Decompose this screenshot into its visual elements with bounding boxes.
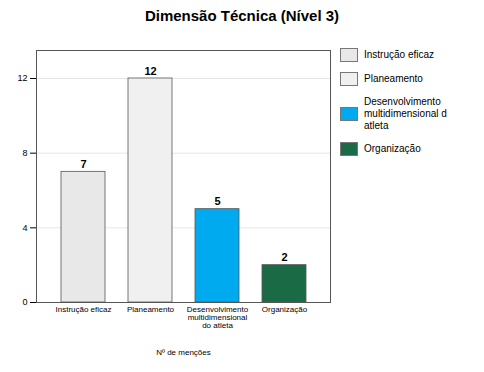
html-text:Dimensão Técnica (Nível 3): Dimensão Técnica (Nível 3) <box>144 7 340 24</box>
svg-text:8: 8 <box>22 148 27 158</box>
html-text:Planeamento: Planeamento <box>364 73 423 84</box>
svg-text:2: 2 <box>281 251 287 263</box>
svg-text:4: 4 <box>22 223 27 233</box>
svg-text:12: 12 <box>144 65 156 77</box>
svg-text:Desenvolvimentomultidimensiona: Desenvolvimentomultidimensionaldo atleta <box>187 305 249 330</box>
svg-text:Planeamento: Planeamento <box>127 305 175 314</box>
svg-text:Instrução eficaz: Instrução eficaz <box>55 305 111 314</box>
svg-text:5: 5 <box>214 195 220 207</box>
svg-text:0: 0 <box>22 297 27 307</box>
html-text:Instrução eficaz: Instrução eficaz <box>364 49 434 60</box>
svg-text:7: 7 <box>80 158 86 170</box>
svg-text:12: 12 <box>17 73 27 83</box>
svg-text:Organização: Organização <box>262 305 308 314</box>
html-text:Organização: Organização <box>364 143 421 154</box>
svg-text:Nº de menções: Nº de menções <box>156 348 211 357</box>
html-text:Desenvolvimento multidimension: Desenvolvimento multidimensional d atlet… <box>364 96 447 131</box>
